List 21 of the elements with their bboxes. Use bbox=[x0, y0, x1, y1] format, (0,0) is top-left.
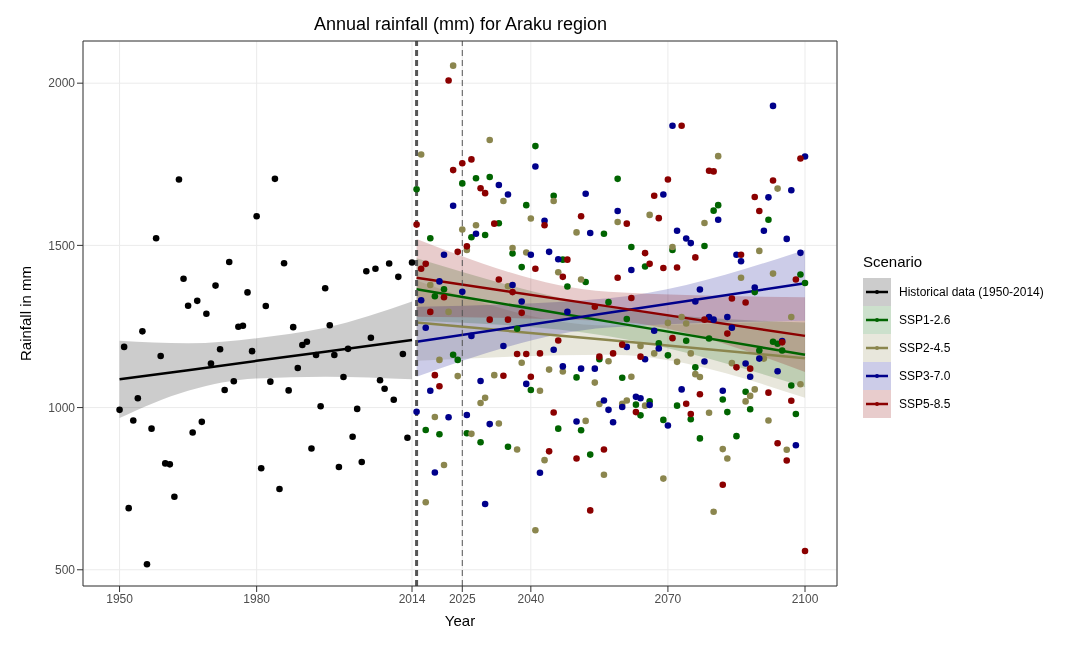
legend-label: SSP1-2.6 bbox=[899, 313, 951, 327]
x-tick-label: 1950 bbox=[106, 591, 134, 606]
line-series bbox=[118, 338, 414, 381]
legend-label: Historical data (1950-2014) bbox=[899, 285, 1044, 299]
x-tick-label: 2040 bbox=[517, 591, 545, 606]
x-tick-label: 1980 bbox=[243, 591, 271, 606]
legend-label: SSP5-8.5 bbox=[899, 397, 951, 411]
y-axis-title: Rainfall in mm bbox=[17, 265, 35, 362]
x-axis-title: Year bbox=[444, 612, 476, 629]
y-tick-label: 1500 bbox=[48, 238, 76, 253]
x-tick-label: 2100 bbox=[791, 591, 819, 606]
x-tick-label: 2014 bbox=[398, 591, 426, 606]
x-tick-label: 2025 bbox=[448, 591, 476, 606]
chart-title: Annual rainfall (mm) for Araku region bbox=[312, 14, 609, 35]
y-tick-label: 500 bbox=[54, 563, 76, 578]
y-tick-label: 2000 bbox=[48, 76, 76, 91]
x-tick-label: 2070 bbox=[654, 591, 682, 606]
legend-label: SSP2-4.5 bbox=[899, 341, 951, 355]
legend-title: Scenario bbox=[863, 253, 924, 270]
legend-label: SSP3-7.0 bbox=[899, 369, 951, 383]
y-tick-label: 1000 bbox=[48, 400, 76, 415]
